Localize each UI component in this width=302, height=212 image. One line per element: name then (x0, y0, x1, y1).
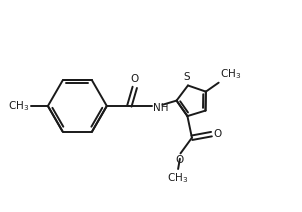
Text: CH$_3$: CH$_3$ (168, 172, 189, 185)
Text: S: S (183, 72, 190, 82)
Text: CH$_3$: CH$_3$ (8, 99, 29, 113)
Text: CH$_3$: CH$_3$ (220, 67, 242, 81)
Text: O: O (175, 155, 183, 165)
Text: NH: NH (153, 103, 169, 113)
Text: O: O (131, 74, 139, 84)
Text: O: O (214, 129, 222, 139)
